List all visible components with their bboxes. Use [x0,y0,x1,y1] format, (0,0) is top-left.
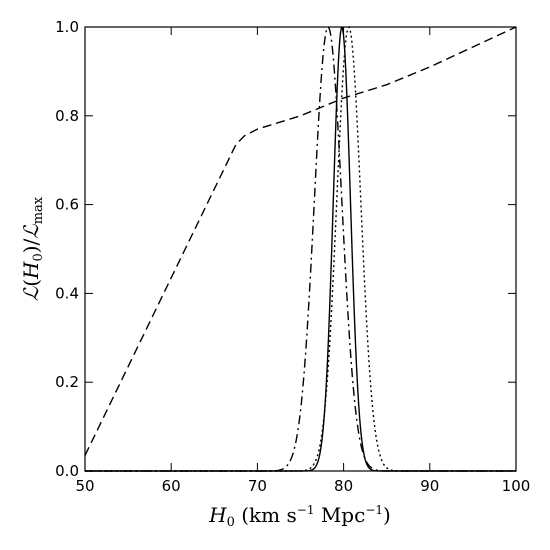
plot-frame [84,26,517,472]
x-tick-label: 80 [334,477,353,495]
y-tick-label: 0.0 [55,462,79,480]
y-tick-label: 0.2 [55,373,79,391]
y-tick-label: 1.0 [55,18,79,36]
series-line-dashed [84,26,517,456]
x-tick-label: 60 [162,477,181,495]
x-tick-label: 90 [420,477,439,495]
x-tick-label: 50 [75,477,94,495]
x-axis-label: H0 (km s−1 Mpc−1) [208,503,391,530]
y-tick-label: 0.8 [55,107,79,125]
y-tick-label: 0.4 [55,284,79,302]
x-tick-label: 70 [248,477,267,495]
y-axis-label: ℒ(H0)/ℒmax [19,196,46,301]
x-tick-label: 100 [502,477,531,495]
y-tick-label: 0.6 [55,196,79,214]
